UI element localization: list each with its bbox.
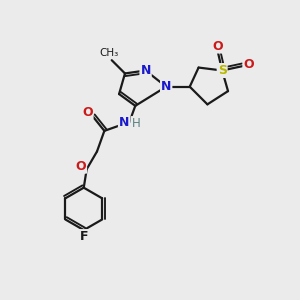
Text: N: N bbox=[161, 80, 171, 93]
Text: O: O bbox=[243, 58, 254, 71]
Text: O: O bbox=[82, 106, 93, 118]
Text: O: O bbox=[76, 160, 86, 173]
Text: S: S bbox=[218, 64, 226, 77]
Text: N: N bbox=[119, 116, 129, 128]
Text: O: O bbox=[212, 40, 223, 52]
Text: CH₃: CH₃ bbox=[99, 48, 119, 58]
Text: F: F bbox=[80, 230, 88, 243]
Text: N: N bbox=[140, 64, 151, 77]
Text: H: H bbox=[131, 117, 140, 130]
